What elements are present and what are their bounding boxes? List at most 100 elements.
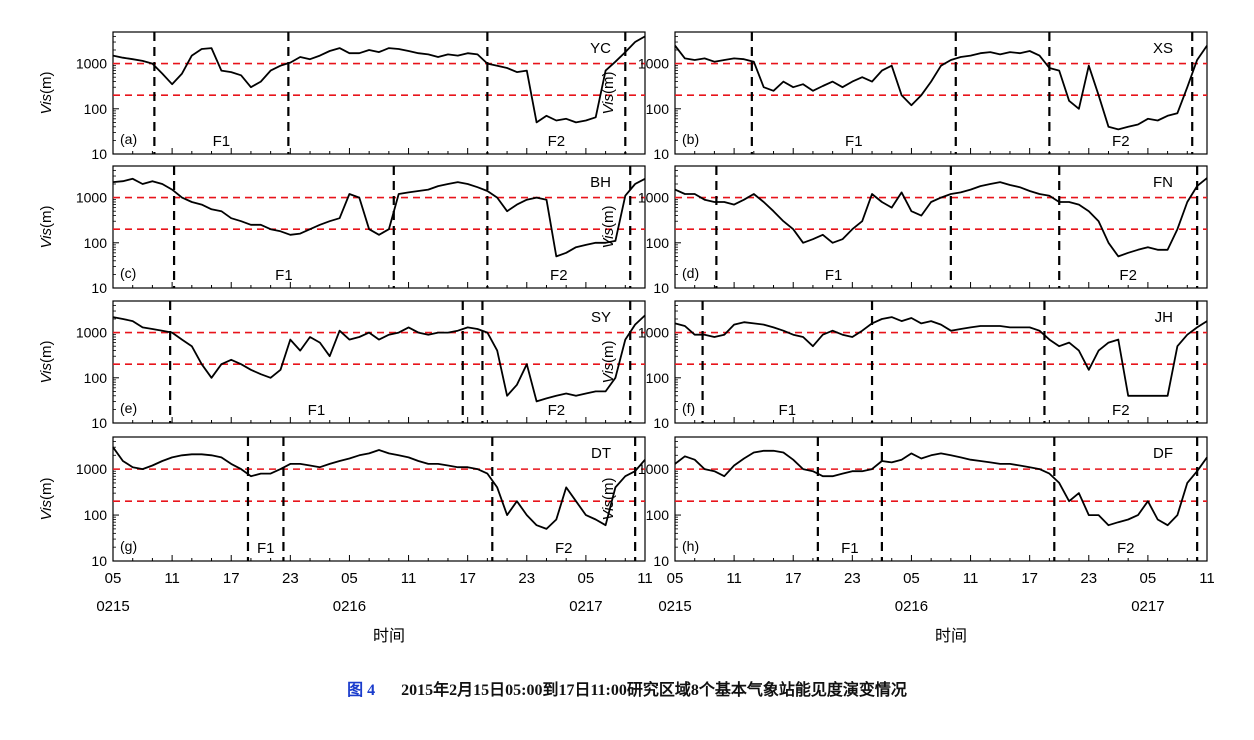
x-tick-label: 05: [578, 570, 595, 587]
figure-number: 图 4: [347, 682, 376, 699]
fog-label-f2: F2: [550, 267, 568, 284]
y-axis-label-yc: Vis(m): [38, 71, 55, 114]
x-tick-label: 11: [1199, 570, 1215, 587]
panel-frame-jh: [674, 300, 1208, 424]
visibility-series-bh: [112, 177, 646, 258]
fog-label-f1: F1: [213, 133, 231, 150]
station-label-dt: DT: [591, 445, 611, 462]
panel-label-jh: (f): [682, 400, 695, 416]
station-label-yc: YC: [590, 40, 611, 57]
visibility-series-sy: [112, 314, 646, 403]
visibility-series-jh: [674, 316, 1208, 397]
y-tick-label-df: 1000: [638, 461, 669, 477]
x-tick-label: 17: [785, 570, 802, 587]
panel-frame-df: [674, 436, 1208, 562]
panel-label-xs: (b): [682, 131, 699, 147]
y-tick-label-sy: 100: [84, 370, 108, 386]
y-tick-label-bh: 10: [91, 280, 107, 296]
figure-panels: 10 100 1000 Vis(m) (a) YC F1 F2 10 100 1000 Vis(m) (…: [38, 31, 1215, 645]
y-tick-label-fn: 100: [646, 235, 670, 251]
y-tick-label-xs: 1000: [638, 56, 669, 72]
fog-label-f2: F2: [555, 540, 573, 557]
x-date-label: 0217: [569, 598, 602, 615]
y-tick-label-xs: 100: [646, 101, 670, 117]
x-tick-label: 11: [726, 570, 742, 587]
y-axis-label-dt: Vis(m): [38, 477, 55, 520]
x-tick-label: 23: [518, 570, 535, 587]
fog-label-f1: F1: [841, 540, 859, 557]
panel-frame-dt: [112, 436, 646, 562]
y-axis-label-bh: Vis(m): [38, 205, 55, 248]
figure-caption: 图 4 2015年2月15日05:00到17日11:00研究区域8个基本气象站能见…: [0, 676, 1254, 700]
x-axis-label: 时间: [935, 627, 967, 645]
x-tick-label: 17: [1021, 570, 1038, 587]
x-tick-label: 05: [341, 570, 358, 587]
x-tick-label: 11: [963, 570, 979, 587]
x-tick-label: 11: [401, 570, 417, 587]
visibility-series-xs: [674, 45, 1208, 131]
x-tick-label: 23: [844, 570, 861, 587]
fog-label-f2: F2: [1112, 133, 1130, 150]
x-date-label: 0217: [1131, 598, 1164, 615]
x-tick-label: 05: [105, 570, 122, 587]
station-label-jh: JH: [1155, 309, 1173, 326]
panel-label-yc: (a): [120, 131, 137, 147]
visibility-series-dt: [112, 446, 646, 530]
panel-label-sy: (e): [120, 400, 137, 416]
x-axis-label: 时间: [373, 627, 405, 645]
y-tick-label-fn: 10: [653, 280, 669, 296]
y-axis-label-xs: Vis(m): [600, 71, 617, 114]
y-tick-label-dt: 100: [84, 507, 108, 523]
x-tick-label: 23: [1080, 570, 1097, 587]
fog-label-f2: F2: [548, 133, 566, 150]
station-label-xs: XS: [1153, 40, 1173, 57]
visibility-series-df: [674, 449, 1208, 527]
y-tick-label-xs: 10: [653, 146, 669, 162]
station-label-sy: SY: [591, 309, 611, 326]
x-date-label: 0215: [96, 598, 129, 615]
x-tick-label: 05: [903, 570, 920, 587]
y-tick-label-yc: 10: [91, 146, 107, 162]
panel-frame-bh: [112, 165, 646, 289]
x-tick-label: 17: [223, 570, 240, 587]
y-tick-label-yc: 100: [84, 101, 108, 117]
fog-label-f2: F2: [548, 402, 566, 419]
panel-label-dt: (g): [120, 538, 137, 554]
fog-label-f2: F2: [1119, 267, 1137, 284]
fog-label-f1: F1: [257, 540, 275, 557]
y-tick-label-bh: 1000: [76, 190, 107, 206]
station-label-df: DF: [1153, 445, 1173, 462]
caption-text: 2015年2月15日05:00到17日11:00研究区域8个基本气象站能见度演变…: [401, 682, 907, 699]
y-tick-label-yc: 1000: [76, 56, 107, 72]
y-tick-label-dt: 1000: [76, 461, 107, 477]
panel-frame-xs: [674, 31, 1208, 155]
y-axis-label-fn: Vis(m): [600, 205, 617, 248]
y-tick-label-jh: 10: [653, 415, 669, 431]
visibility-series-yc: [112, 35, 646, 124]
x-tick-label: 05: [1140, 570, 1157, 587]
x-date-label: 0216: [333, 598, 366, 615]
station-label-fn: FN: [1153, 174, 1173, 191]
panel-frame-fn: [674, 165, 1208, 289]
fog-label-f2: F2: [1112, 402, 1130, 419]
fog-label-f1: F1: [308, 402, 326, 419]
x-tick-label: 11: [637, 570, 653, 587]
fog-label-f1: F1: [845, 133, 863, 150]
x-date-label: 0216: [895, 598, 928, 615]
x-tick-label: 23: [282, 570, 299, 587]
y-tick-label-dt: 10: [91, 553, 107, 569]
x-date-label: 0215: [658, 598, 691, 615]
y-tick-label-df: 10: [653, 553, 669, 569]
panel-label-fn: (d): [682, 265, 699, 281]
y-tick-label-sy: 10: [91, 415, 107, 431]
x-tick-label: 11: [164, 570, 180, 587]
y-axis-label-jh: Vis(m): [600, 340, 617, 383]
fog-label-f2: F2: [1117, 540, 1135, 557]
station-label-bh: BH: [590, 174, 611, 191]
y-tick-label-sy: 1000: [76, 325, 107, 341]
panel-frame-yc: [112, 31, 646, 155]
panel-label-df: (h): [682, 538, 699, 554]
panel-label-bh: (c): [120, 265, 136, 281]
y-tick-label-jh: 1000: [638, 325, 669, 341]
fog-label-f1: F1: [779, 402, 797, 419]
